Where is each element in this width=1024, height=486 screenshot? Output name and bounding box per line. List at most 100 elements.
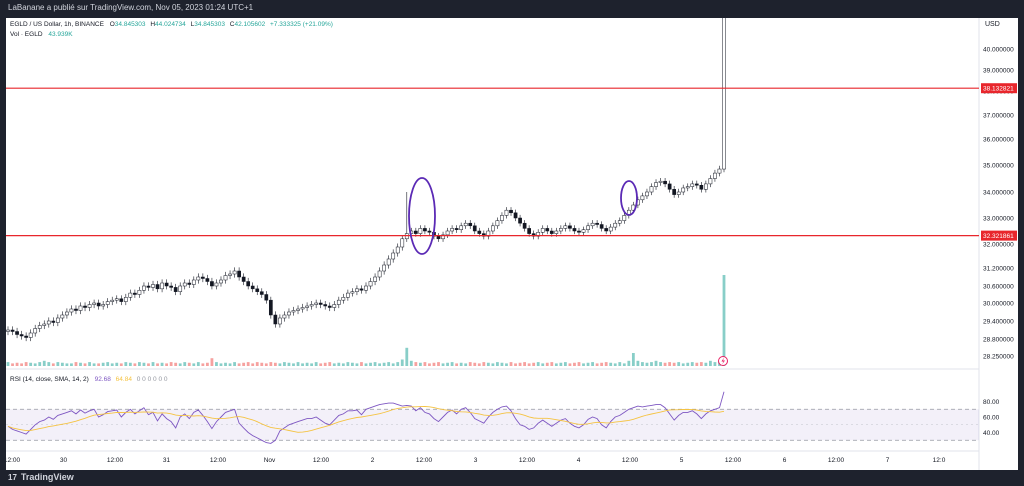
volume-bar [260, 362, 264, 366]
volume-bar [577, 362, 581, 366]
volume-bar [237, 363, 241, 366]
volume-bar [83, 363, 87, 366]
volume-bar [541, 363, 545, 366]
candle-body [318, 302, 323, 305]
volume-bar [713, 362, 717, 366]
volume-bar [169, 362, 173, 366]
volume-bar [278, 363, 282, 366]
candle-body [123, 297, 128, 302]
candle-body [568, 225, 572, 229]
horizontal-levels[interactable]: 38.132821 32.321861 [6, 83, 1017, 241]
price-tick-label: 37.000000 [983, 113, 1014, 120]
volume-bar [56, 362, 60, 366]
candle-body [622, 215, 627, 221]
volume-bar [337, 362, 341, 366]
chart-background [6, 18, 1018, 470]
open-label: O [110, 21, 115, 28]
candle-body [717, 168, 722, 174]
time-tick-label: 31 [163, 457, 171, 464]
volume-bar [273, 362, 277, 366]
volume-bar [215, 362, 218, 366]
volume-bar [550, 362, 554, 366]
high-value: 44.024734 [155, 21, 186, 28]
candle-body [586, 225, 590, 230]
candle-body [400, 238, 405, 248]
volume-bar [477, 363, 481, 366]
volume-bar [88, 362, 91, 366]
volume-bar [690, 362, 694, 366]
candle-body [314, 302, 319, 305]
volume-bar [672, 362, 676, 366]
volume-bar [686, 362, 690, 366]
candle-body [114, 298, 119, 301]
candle-body [590, 222, 595, 227]
volume-bar [79, 362, 82, 366]
candle-body [450, 228, 454, 232]
candle-body [386, 258, 391, 266]
volume-bar [156, 363, 159, 366]
volume-bar [106, 362, 110, 366]
candle-body [214, 282, 219, 287]
price-tick-label: 36.000000 [983, 137, 1014, 144]
candle-body [690, 183, 695, 187]
low-value: 34.845303 [194, 21, 225, 28]
volume-bar [631, 353, 635, 366]
candle-body [518, 217, 522, 224]
low-label: L [191, 21, 195, 28]
candle-body [699, 185, 704, 190]
candle-body [522, 222, 527, 229]
candle-body [559, 228, 563, 232]
candle-body [685, 186, 690, 189]
volume-bar [101, 362, 105, 366]
price-tick-label: 40.000000 [983, 47, 1014, 54]
volume-bar [196, 362, 200, 366]
candle-body [645, 191, 649, 197]
lightning-icon[interactable] [718, 356, 728, 366]
volume-bar [74, 362, 78, 366]
candle-body [681, 187, 686, 193]
volume-bar [165, 363, 169, 366]
price-tick-label: 35.000000 [983, 163, 1014, 170]
volume-bar [536, 362, 540, 366]
volume-bar [378, 363, 381, 366]
candle-body [563, 225, 568, 229]
annotation-circle-2[interactable] [620, 180, 638, 216]
volume-bar [346, 362, 350, 366]
volume-bar [60, 362, 64, 366]
volume-bar [219, 363, 223, 366]
annotation-circle-1[interactable] [408, 177, 436, 255]
volume-bar [242, 362, 246, 366]
volume-bar [559, 362, 563, 366]
volume-bar [178, 363, 182, 366]
candle-body [382, 264, 386, 272]
volume-bar [251, 363, 255, 366]
rsi-tick-label: 60.00 [983, 415, 1000, 422]
candle-body [509, 209, 513, 214]
volume-bar [119, 363, 123, 366]
volume-bar [151, 362, 155, 366]
volume-bar [351, 362, 354, 366]
candle-body [46, 320, 51, 325]
volume-bar [341, 363, 345, 366]
candle-body [364, 285, 368, 291]
volume-bar [554, 363, 558, 366]
volume-bar [224, 362, 227, 366]
volume-bar [201, 363, 205, 366]
candle-body [672, 189, 677, 195]
volume-bar [228, 363, 232, 366]
volume-bar [138, 362, 141, 366]
volume-bar [29, 362, 33, 366]
rsi-tick-label: 80.00 [983, 399, 1000, 406]
candle-body [459, 225, 464, 230]
volume-bar [509, 362, 513, 366]
price-tick-label: 28.250000 [983, 354, 1014, 361]
volume-bar [255, 362, 259, 366]
volume-bar [174, 362, 178, 366]
rsi-extra-values: 0 0 0 0 0 0 [137, 376, 168, 383]
chart-svg[interactable]: EGLD / US Dollar, 1h, BINANCE O34.845303… [4, 0, 1018, 470]
rsi-label: RSI (14, close, SMA, 14, 2) [10, 376, 89, 383]
volume-bar [563, 362, 567, 366]
candle-body [15, 331, 19, 335]
chart-area[interactable]: EGLD / US Dollar, 1h, BINANCE O34.845303… [4, 0, 1018, 470]
candle-body [617, 220, 622, 224]
